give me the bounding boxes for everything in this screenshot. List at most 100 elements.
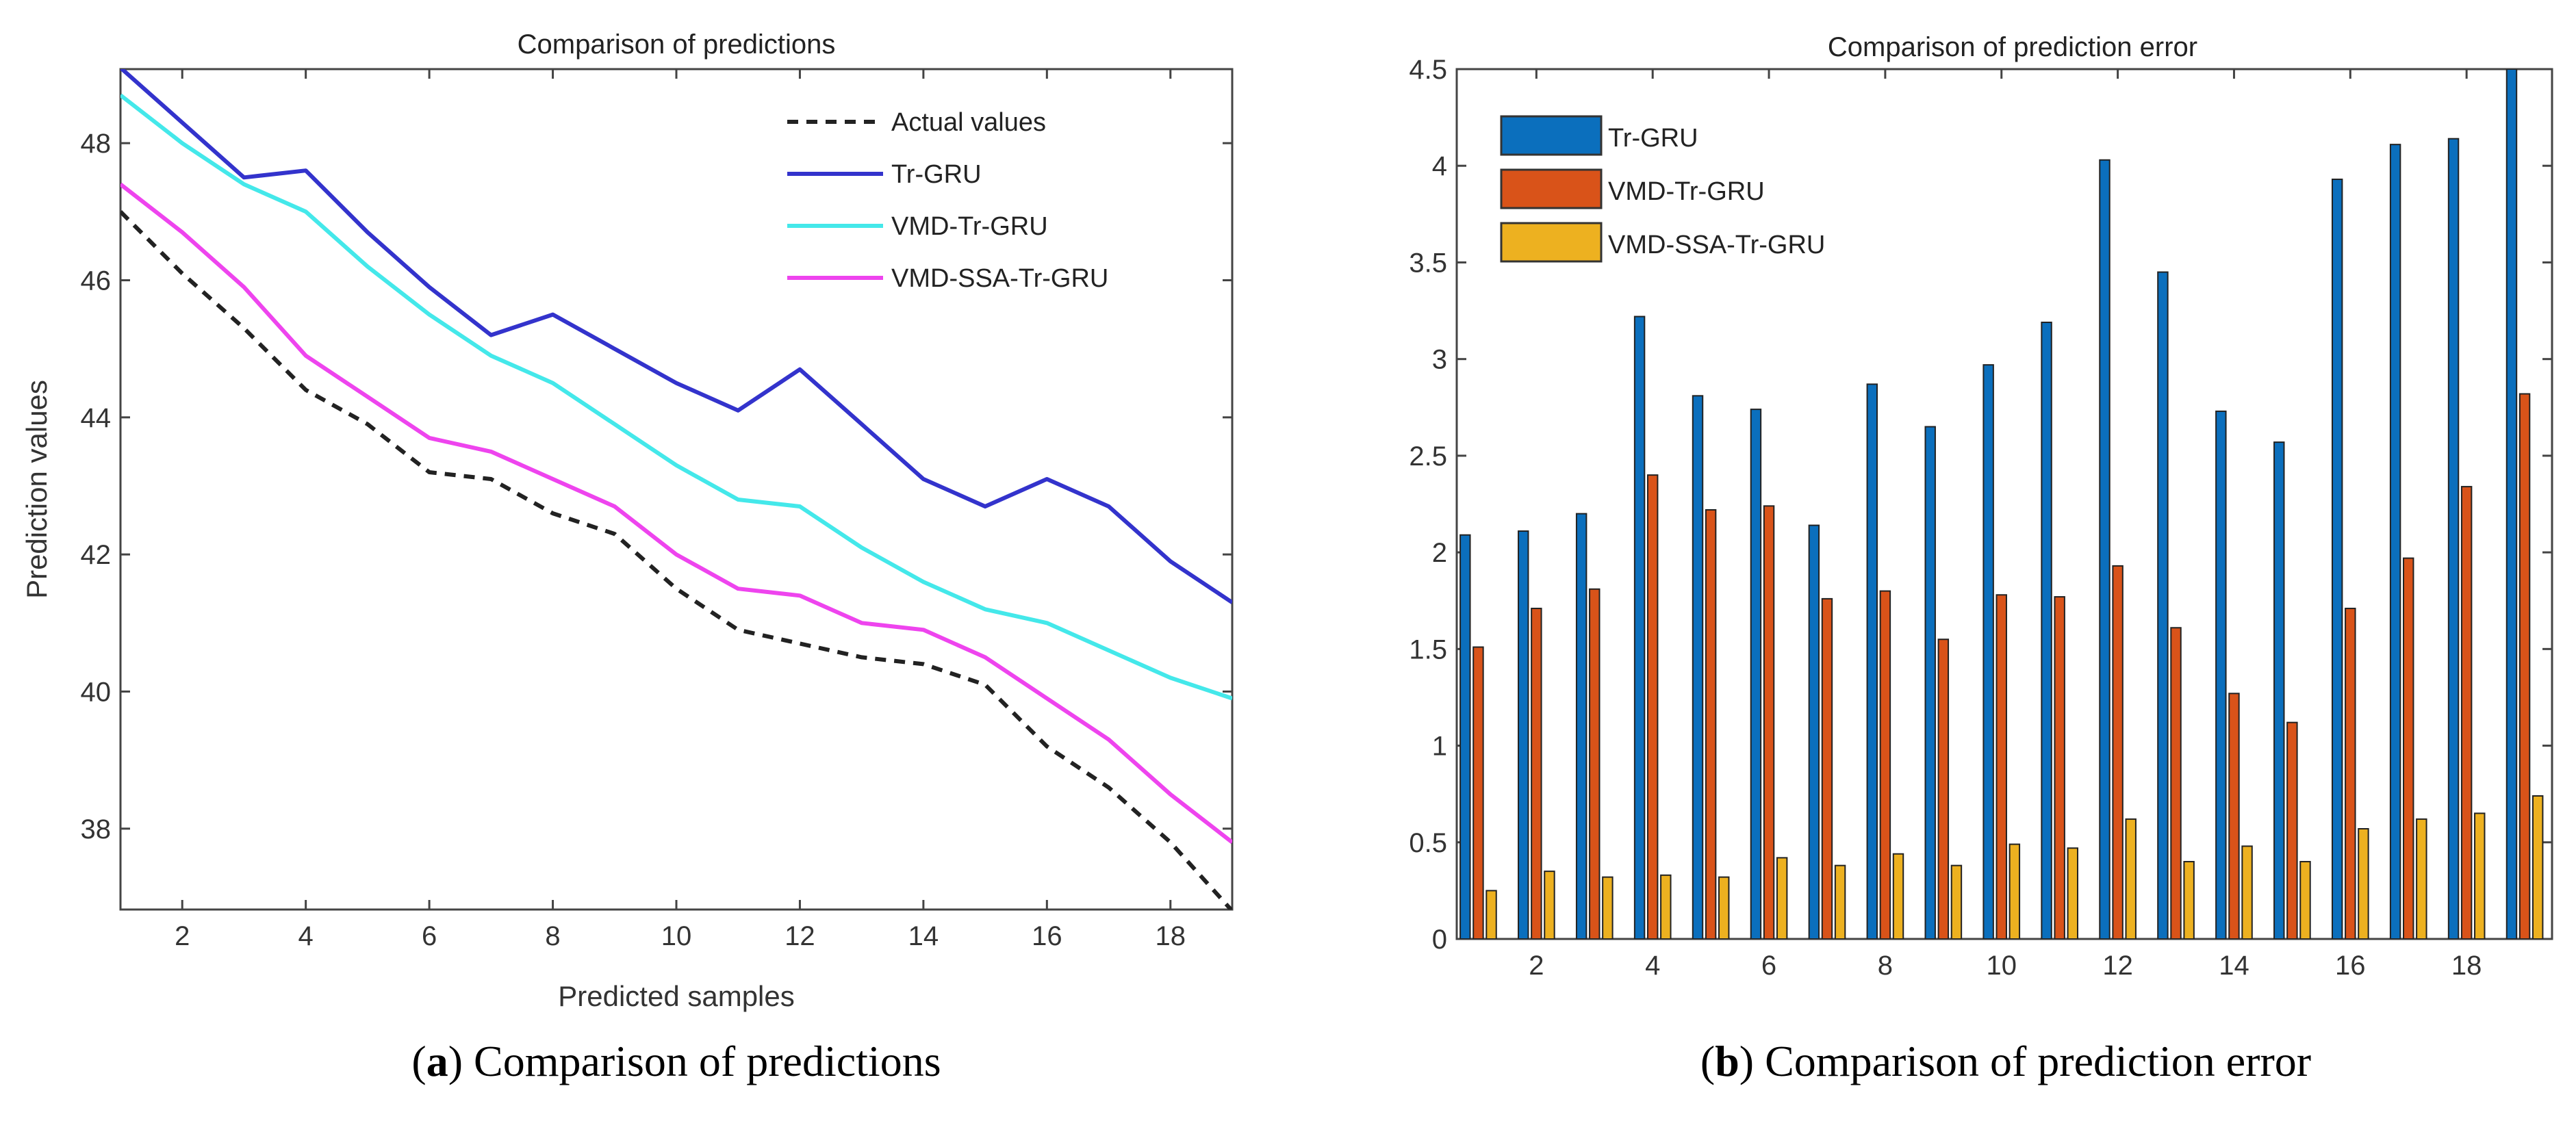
legend-swatch	[1500, 115, 1603, 156]
series-line-actual-values	[120, 210, 1232, 910]
bar-vmd-ssa-tr-gru	[1950, 864, 1963, 939]
bar-vmd-tr-gru	[2345, 608, 2356, 939]
bar-tr-gru	[1808, 524, 1820, 939]
y-tick-label: 0.5	[1409, 828, 1447, 858]
series-line-vmd-tr-gru	[120, 93, 1232, 701]
caption-b: (b) Comparison of prediction error	[1700, 1037, 2311, 1085]
x-tick-label: 6	[422, 921, 437, 951]
legend-label: Tr-GRU	[891, 160, 982, 189]
bar-tr-gru	[1866, 383, 1878, 939]
caption-a-text: Comparison of predictions	[463, 1037, 941, 1085]
y-tick-label: 4.5	[1409, 55, 1447, 85]
x-tick-label: 10	[1987, 951, 2017, 981]
bar-vmd-ssa-tr-gru	[2183, 861, 2195, 939]
bar-vmd-ssa-tr-gru	[2067, 847, 2079, 939]
x-tick-label: 4	[1645, 951, 1660, 981]
bar-tr-gru	[1518, 530, 1529, 939]
bar-vmd-tr-gru	[1821, 597, 1833, 939]
legend-label: VMD-Tr-GRU	[891, 212, 1048, 241]
legend-label: VMD-SSA-Tr-GRU	[1608, 231, 1825, 259]
chart-predictions: Comparison of predictions Predicted samp…	[21, 29, 1234, 1085]
y-tick-label: 38	[81, 814, 112, 845]
bar-vmd-ssa-tr-gru	[1485, 890, 1497, 939]
y-tick-label: 44	[81, 403, 112, 433]
bar-tr-gru	[1982, 364, 1994, 939]
bar-vmd-ssa-tr-gru	[1602, 876, 1614, 939]
plot-area	[119, 68, 1234, 911]
y-tick-label: 3	[1432, 345, 1447, 375]
y-tick-label: 4	[1432, 151, 1447, 181]
x-tick-label: 16	[1032, 921, 1062, 951]
legend-label: VMD-SSA-Tr-GRU	[891, 264, 1108, 293]
caption-b-letter: b	[1715, 1037, 1739, 1085]
bar-tr-gru	[2273, 441, 2285, 939]
bar-vmd-tr-gru	[1531, 608, 1542, 939]
x-tick-label: 14	[908, 921, 939, 951]
x-tick-label: 18	[2451, 951, 2482, 981]
bar-vmd-tr-gru	[1589, 588, 1601, 939]
bar-vmd-ssa-tr-gru	[2008, 843, 2021, 939]
caption-b-text: Comparison of prediction error	[1754, 1037, 2311, 1085]
y-tick-label: 46	[81, 266, 112, 296]
bar-tr-gru	[2099, 159, 2110, 939]
bar-vmd-tr-gru	[1763, 505, 1775, 939]
chart-a-title: Comparison of predictions	[518, 29, 836, 60]
bar-vmd-ssa-tr-gru	[1660, 874, 1672, 939]
bar-tr-gru	[2447, 138, 2460, 939]
bar-vmd-ssa-tr-gru	[2358, 828, 2369, 939]
x-tick-label: 8	[545, 921, 560, 951]
x-tick-label: 2	[1529, 951, 1544, 981]
bar-tr-gru	[1459, 534, 1471, 939]
bar-vmd-ssa-tr-gru	[2532, 795, 2544, 939]
x-tick-label: 10	[661, 921, 692, 951]
bar-vmd-tr-gru	[2112, 565, 2124, 939]
bar-tr-gru	[2331, 178, 2343, 939]
bar-vmd-tr-gru	[2054, 596, 2065, 939]
x-tick-label: 16	[2335, 951, 2366, 981]
bar-vmd-tr-gru	[1705, 508, 1717, 939]
y-tick-label: 1	[1432, 732, 1447, 762]
bar-tr-gru	[2157, 271, 2169, 939]
bar-vmd-ssa-tr-gru	[2299, 861, 2311, 939]
bar-vmd-tr-gru	[1472, 646, 1484, 939]
x-tick-label: 12	[2102, 951, 2133, 981]
legend-swatch	[1500, 222, 1603, 263]
chart-prediction-error: Comparison of prediction error (b) Compa…	[1409, 32, 2553, 1085]
legend-label: Actual values	[891, 108, 1046, 137]
x-tick-label: 2	[175, 921, 190, 951]
bar-vmd-ssa-tr-gru	[2474, 812, 2486, 939]
bar-vmd-ssa-tr-gru	[1544, 871, 1555, 939]
bar-vmd-tr-gru	[2286, 721, 2298, 939]
y-tick-label: 40	[81, 677, 112, 707]
x-tick-label: 14	[2219, 951, 2249, 981]
bar-tr-gru	[1633, 315, 1646, 939]
bar-vmd-ssa-tr-gru	[1776, 857, 1788, 939]
x-tick-label: 18	[1156, 921, 1186, 951]
bar-vmd-ssa-tr-gru	[1834, 864, 1846, 939]
bar-vmd-tr-gru	[1646, 474, 1659, 939]
legend-swatch	[1500, 168, 1603, 209]
caption-a-letter: a	[426, 1037, 448, 1085]
bar-vmd-tr-gru	[2403, 557, 2414, 939]
x-tick-label: 4	[298, 921, 314, 951]
bar-vmd-ssa-tr-gru	[1718, 876, 1730, 939]
bar-vmd-tr-gru	[2518, 393, 2531, 939]
bar-vmd-tr-gru	[1879, 590, 1891, 939]
bar-tr-gru	[1692, 395, 1704, 939]
y-tick-label: 1.5	[1409, 634, 1447, 665]
y-tick-label: 0	[1432, 925, 1447, 955]
bar-tr-gru	[2215, 410, 2227, 939]
y-tick-label: 42	[81, 540, 112, 570]
bar-vmd-ssa-tr-gru	[2416, 818, 2427, 939]
bar-vmd-ssa-tr-gru	[1892, 853, 1904, 939]
legend-label: Tr-GRU	[1608, 124, 1698, 153]
chart-a-xlabel: Predicted samples	[558, 980, 795, 1012]
caption-a: (a) Comparison of predictions	[411, 1037, 941, 1085]
bar-tr-gru	[1575, 513, 1587, 939]
x-tick-label: 12	[785, 921, 815, 951]
legend-label: VMD-Tr-GRU	[1608, 177, 1765, 206]
chart-a-ylabel: Prediction values	[21, 380, 53, 599]
bar-tr-gru	[1924, 426, 1936, 939]
bar-tr-gru	[2389, 144, 2401, 939]
